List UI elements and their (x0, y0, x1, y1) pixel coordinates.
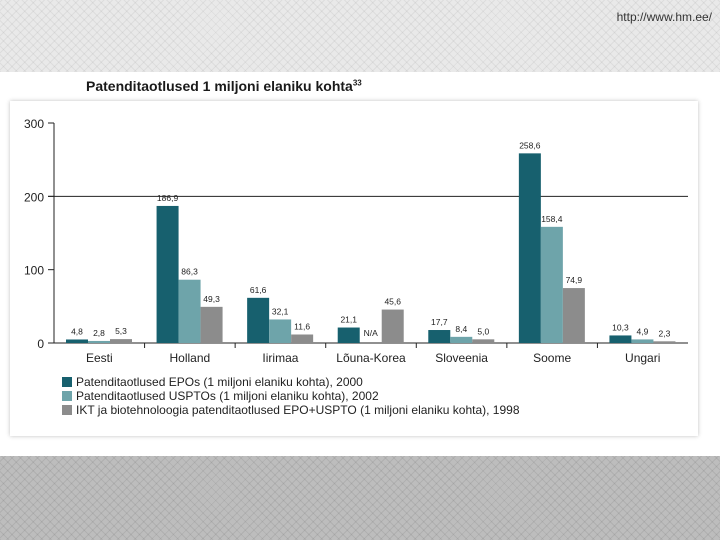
data-label: 258,6 (519, 140, 541, 150)
top-decorative-band (0, 0, 720, 72)
legend-swatch (62, 391, 72, 401)
x-tick-label: Sloveenia (435, 351, 488, 365)
data-label: 4,9 (637, 326, 649, 336)
bar (200, 306, 223, 343)
bar (609, 335, 632, 343)
data-label: 8,4 (455, 324, 467, 334)
bar (540, 226, 563, 343)
data-label: 4,8 (71, 326, 83, 336)
data-label: N/A (364, 328, 379, 338)
data-label: 2,8 (93, 328, 105, 338)
bar (178, 279, 201, 343)
bar (247, 297, 270, 343)
bar (66, 339, 88, 343)
bar (653, 341, 676, 343)
x-tick-label: Soome (533, 351, 571, 365)
data-label: 32,1 (272, 306, 289, 316)
data-label: 5,3 (115, 326, 127, 336)
bar (518, 153, 541, 343)
data-label: 186,9 (157, 193, 179, 203)
legend-swatch (62, 377, 72, 387)
chart-panel: 0 100 200 300 Eesti 4,8 2,8 5,3 Holland 186,9 86,3… (10, 101, 698, 436)
data-label: 86,3 (181, 267, 198, 277)
bar (88, 340, 110, 343)
legend-swatch (62, 405, 72, 415)
data-label: 2,3 (659, 328, 671, 338)
chart-title: Patenditaotlused 1 miljoni elaniku kohta… (86, 78, 362, 94)
legend-label: IKT ja biotehnoloogia patenditaotlused E… (76, 403, 520, 417)
data-label: 17,7 (431, 317, 448, 327)
bar (631, 339, 654, 343)
bar (450, 336, 473, 343)
bar (156, 205, 179, 343)
y-tick-label: 100 (24, 264, 44, 278)
data-label: 45,6 (384, 297, 401, 307)
bar-chart: 0 100 200 300 Eesti 4,8 2,8 5,3 Holland 186,9 86,3… (24, 117, 688, 417)
data-label: 49,3 (203, 294, 220, 304)
bar (291, 334, 314, 343)
bar (472, 339, 495, 343)
x-tick-label: Eesti (86, 351, 113, 365)
source-url: http://www.hm.ee/ (616, 10, 712, 24)
data-label: 74,9 (566, 275, 583, 285)
data-label: 158,4 (541, 214, 563, 224)
x-tick-label: Iirimaa (262, 351, 298, 365)
data-label: 21,1 (340, 315, 357, 325)
bar (428, 330, 451, 343)
bottom-decorative-band (0, 456, 720, 540)
data-label: 10,3 (612, 322, 629, 332)
x-tick-label: Holland (170, 351, 211, 365)
x-tick-label: Lõuna-Korea (336, 351, 406, 365)
legend-label: Patenditaotlused USPTOs (1 miljoni elani… (76, 389, 379, 403)
bar (562, 288, 585, 343)
data-label: 5,0 (477, 326, 489, 336)
bar (269, 319, 292, 343)
bar (381, 309, 404, 343)
y-tick-label: 200 (24, 190, 44, 204)
data-label: 61,6 (250, 285, 267, 295)
y-tick-label: 300 (24, 117, 44, 131)
y-tick-label: 0 (37, 337, 44, 351)
bar (337, 327, 360, 343)
bar (110, 339, 132, 343)
legend-label: Patenditaotlused EPOs (1 miljoni elaniku… (76, 375, 363, 389)
data-label: 11,6 (294, 321, 310, 331)
chart-title-text: Patenditaotlused 1 miljoni elaniku kohta (86, 78, 353, 94)
chart-title-footnote: 33 (352, 78, 362, 88)
x-tick-label: Ungari (625, 351, 660, 365)
